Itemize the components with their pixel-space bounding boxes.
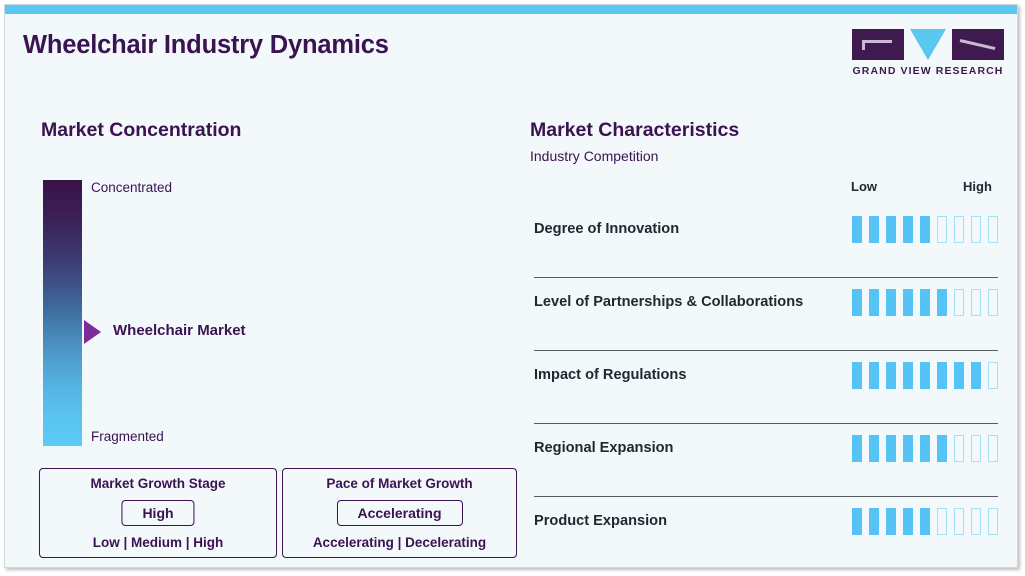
rating-bar-filled [920, 289, 930, 316]
rating-bar-filled [869, 289, 879, 316]
rating-bar-filled [852, 289, 862, 316]
characteristic-rating-bars [852, 435, 998, 462]
rating-bar-filled [920, 362, 930, 389]
rating-bar-empty [937, 216, 947, 243]
logo-left-tick-v [862, 40, 865, 50]
rating-bar-filled [903, 435, 913, 462]
logo-triangle-icon [910, 29, 946, 60]
logo-text: GRAND VIEW RESEARCH [852, 65, 1004, 77]
grand-view-research-logo: GRAND VIEW RESEARCH [852, 29, 1004, 79]
rating-bar-empty [954, 508, 964, 535]
rating-bar-filled [903, 362, 913, 389]
rating-bar-filled [920, 508, 930, 535]
logo-left-rect-icon [852, 29, 904, 60]
rating-bar-filled [971, 362, 981, 389]
rating-bar-filled [903, 289, 913, 316]
characteristic-row: Impact of Regulations [534, 351, 998, 424]
rating-bar-empty [954, 435, 964, 462]
characteristic-label: Level of Partnerships & Collaborations [534, 294, 804, 310]
characteristic-rating-bars [852, 508, 998, 535]
characteristic-rating-bars [852, 289, 998, 316]
market-position-marker-icon [84, 319, 101, 344]
rating-bar-filled [886, 289, 896, 316]
concentration-gradient-scale [43, 180, 82, 446]
rating-bar-filled [852, 216, 862, 243]
market-position-label: Wheelchair Market [113, 321, 246, 339]
characteristic-row: Product Expansion [534, 497, 998, 567]
page-title: Wheelchair Industry Dynamics [23, 31, 389, 59]
characteristic-row: Regional Expansion [534, 424, 998, 497]
market-growth-stage-box: Market Growth Stage High Low | Medium | … [39, 468, 277, 558]
characteristic-rating-bars [852, 216, 998, 243]
rating-bar-empty [988, 435, 998, 462]
rating-bar-filled [886, 362, 896, 389]
rating-bar-empty [988, 216, 998, 243]
rating-bar-filled [886, 216, 896, 243]
rating-bar-filled [869, 508, 879, 535]
rating-bar-filled [886, 435, 896, 462]
pace-scale: Accelerating | Decelerating [312, 535, 487, 550]
characteristic-label: Regional Expansion [534, 440, 674, 456]
rating-bar-empty [971, 216, 981, 243]
rating-bar-filled [920, 216, 930, 243]
pace-of-market-growth-box: Pace of Market Growth Accelerating Accel… [282, 468, 517, 558]
characteristic-row: Degree of Innovation [534, 205, 998, 278]
growth-stage-value: High [121, 500, 195, 526]
rating-bar-filled [903, 216, 913, 243]
rating-bar-empty [954, 289, 964, 316]
pace-value: Accelerating [336, 500, 463, 526]
rating-bar-filled [852, 362, 862, 389]
rating-bar-filled [937, 289, 947, 316]
rating-bar-empty [954, 216, 964, 243]
logo-marks [852, 29, 1004, 60]
characteristic-label: Product Expansion [534, 513, 667, 529]
rating-bar-empty [937, 508, 947, 535]
rating-bar-filled [869, 362, 879, 389]
axis-label-low: Low [851, 179, 877, 194]
logo-left-tick-h [862, 40, 892, 43]
rating-bar-empty [971, 508, 981, 535]
logo-right-rect-icon [952, 29, 1004, 60]
characteristic-label: Degree of Innovation [534, 221, 680, 237]
rating-bar-filled [937, 435, 947, 462]
rating-bar-filled [869, 435, 879, 462]
market-characteristics-subtitle: Industry Competition [530, 148, 659, 164]
market-concentration-title: Market Concentration [41, 119, 242, 141]
rating-bar-filled [886, 508, 896, 535]
rating-bar-filled [954, 362, 964, 389]
pace-title: Pace of Market Growth [326, 476, 473, 491]
infographic-frame: Wheelchair Industry Dynamics GRAND VIEW … [4, 4, 1018, 568]
rating-bar-empty [988, 508, 998, 535]
scale-top-label: Concentrated [91, 180, 173, 195]
scale-bottom-label: Fragmented [91, 429, 164, 444]
rating-bar-filled [852, 435, 862, 462]
growth-stage-scale: Low | Medium | High [92, 535, 224, 550]
growth-stage-title: Market Growth Stage [90, 476, 226, 491]
axis-label-high: High [963, 179, 992, 194]
characteristic-label: Impact of Regulations [534, 367, 687, 383]
rating-bar-filled [920, 435, 930, 462]
logo-right-tick-diag [959, 39, 996, 51]
rating-bar-empty [988, 362, 998, 389]
rating-bar-empty [988, 289, 998, 316]
rating-bar-filled [852, 508, 862, 535]
characteristic-rating-bars [852, 362, 998, 389]
market-characteristics-title: Market Characteristics [530, 119, 740, 141]
rating-bar-empty [971, 435, 981, 462]
top-accent-bar [5, 5, 1017, 14]
rating-bar-filled [903, 508, 913, 535]
characteristics-list: Degree of Innovation Level of Partnership… [534, 205, 998, 567]
characteristic-row: Level of Partnerships & Collaborations [534, 278, 998, 351]
rating-bar-filled [937, 362, 947, 389]
rating-bar-empty [971, 289, 981, 316]
rating-bar-filled [869, 216, 879, 243]
